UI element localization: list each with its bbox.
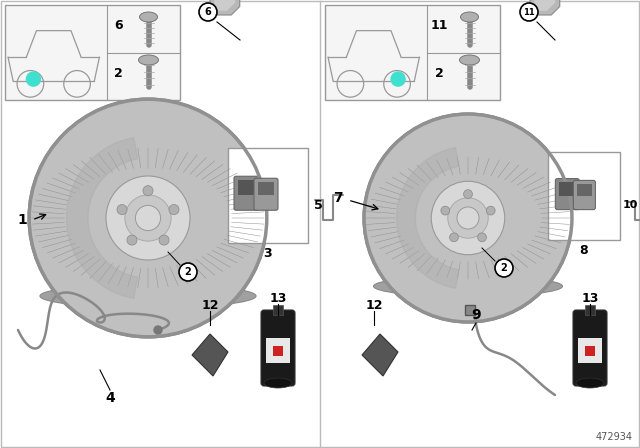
Ellipse shape [374, 276, 563, 297]
Circle shape [179, 263, 197, 281]
Text: 12: 12 [365, 298, 383, 311]
FancyBboxPatch shape [573, 310, 607, 386]
Circle shape [26, 72, 40, 86]
Bar [585, 305, 595, 315]
Circle shape [391, 72, 405, 86]
Bar [238, 180, 256, 195]
Circle shape [363, 113, 573, 323]
Circle shape [28, 98, 268, 338]
Circle shape [431, 181, 505, 255]
Text: 2: 2 [184, 267, 191, 277]
Ellipse shape [140, 12, 157, 22]
Bar [258, 182, 274, 195]
Bar [578, 338, 602, 363]
Ellipse shape [576, 378, 604, 388]
Circle shape [495, 259, 513, 277]
Ellipse shape [264, 378, 292, 388]
Circle shape [199, 3, 217, 21]
FancyBboxPatch shape [573, 181, 595, 210]
Bar [559, 182, 575, 196]
Ellipse shape [461, 12, 479, 22]
Polygon shape [530, 0, 577, 15]
Circle shape [117, 205, 127, 215]
Circle shape [154, 326, 162, 334]
Bar [465, 305, 475, 315]
Bar [577, 184, 591, 196]
Polygon shape [362, 334, 398, 376]
Text: 11: 11 [523, 8, 535, 17]
Circle shape [127, 235, 137, 245]
Text: 2: 2 [114, 67, 123, 80]
Text: 11: 11 [431, 19, 448, 32]
Circle shape [441, 206, 450, 215]
FancyBboxPatch shape [556, 179, 579, 210]
Text: 6: 6 [205, 7, 211, 17]
FancyBboxPatch shape [254, 178, 278, 210]
Bar [266, 338, 290, 363]
Polygon shape [210, 0, 257, 15]
Text: 8: 8 [580, 244, 588, 257]
Circle shape [159, 235, 169, 245]
Bar [273, 346, 283, 356]
Text: 13: 13 [581, 292, 598, 305]
Circle shape [448, 198, 488, 238]
Circle shape [520, 3, 538, 21]
Bar [325, 5, 500, 100]
Ellipse shape [138, 55, 159, 65]
Text: 9: 9 [471, 308, 481, 322]
Circle shape [136, 205, 161, 231]
Polygon shape [192, 334, 228, 376]
Circle shape [486, 206, 495, 215]
Text: 2: 2 [500, 263, 508, 273]
Text: 4: 4 [105, 391, 115, 405]
Circle shape [106, 176, 190, 260]
Text: 10: 10 [622, 200, 637, 210]
Text: 2: 2 [435, 67, 444, 80]
Bar [585, 346, 595, 356]
Text: 472934: 472934 [596, 432, 633, 442]
Text: 6: 6 [114, 19, 123, 32]
Circle shape [143, 185, 153, 196]
Text: 7: 7 [333, 191, 343, 205]
Circle shape [125, 195, 171, 241]
Bar [273, 305, 283, 315]
Text: 1: 1 [17, 213, 27, 227]
Wedge shape [67, 138, 138, 298]
Text: 13: 13 [269, 292, 287, 305]
Circle shape [463, 190, 472, 198]
Text: 5: 5 [314, 198, 323, 211]
Polygon shape [214, 0, 236, 11]
Ellipse shape [460, 55, 479, 65]
Ellipse shape [40, 284, 256, 308]
Circle shape [449, 233, 458, 242]
FancyBboxPatch shape [261, 310, 295, 386]
Bar [228, 148, 308, 243]
Bar [548, 152, 620, 240]
Polygon shape [534, 0, 556, 11]
Text: 3: 3 [264, 246, 272, 259]
FancyBboxPatch shape [234, 176, 260, 210]
Circle shape [457, 207, 479, 229]
Text: 12: 12 [201, 298, 219, 311]
Bar [5, 5, 180, 100]
Circle shape [477, 233, 486, 242]
Circle shape [169, 205, 179, 215]
Wedge shape [397, 148, 459, 289]
